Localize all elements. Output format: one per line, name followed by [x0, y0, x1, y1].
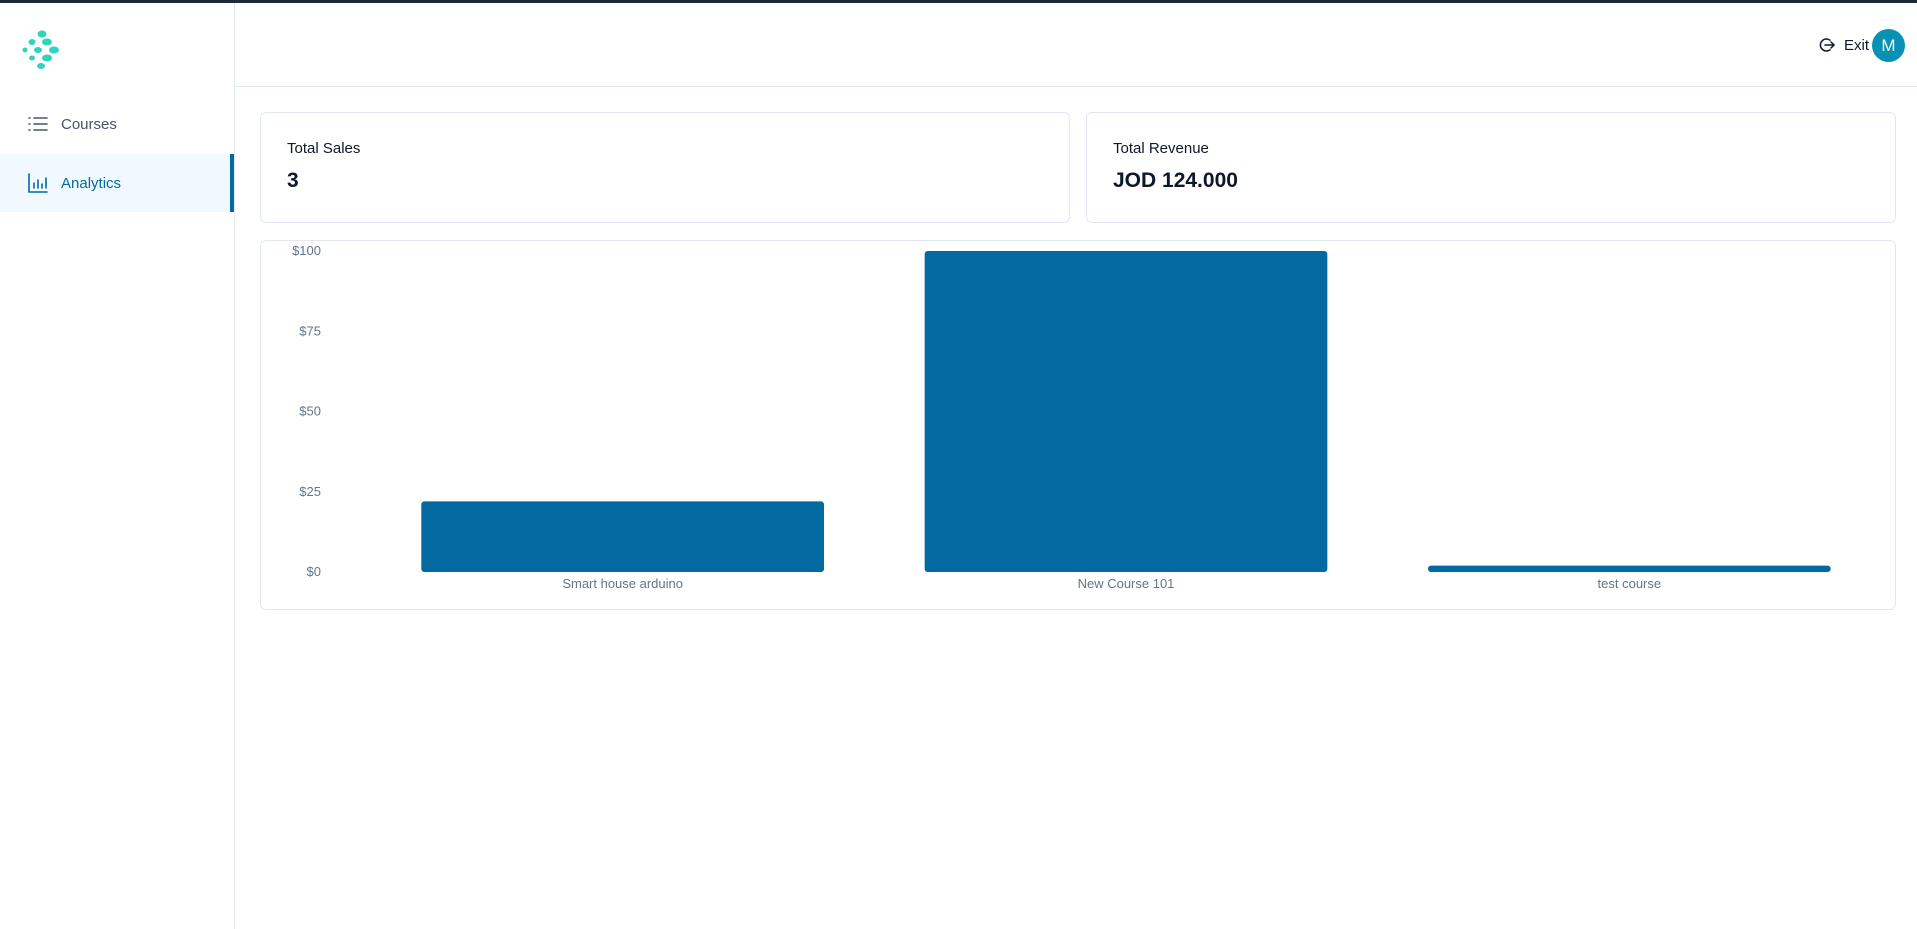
x-category-label: test course: [1598, 576, 1662, 591]
sidebar-item-courses[interactable]: Courses: [0, 95, 234, 153]
total-revenue-label: Total Revenue: [1113, 140, 1209, 157]
y-tick-label: $25: [299, 484, 321, 499]
revenue-bar-chart: $0 $25 $50 $75 $100 Smart house arduino New Co…: [260, 240, 1896, 610]
x-category-label: Smart house arduino: [562, 576, 683, 591]
y-tick-label: $75: [299, 323, 321, 338]
total-sales-value: 3: [287, 169, 299, 192]
sidebar-item-analytics[interactable]: Analytics: [0, 154, 234, 212]
total-sales-card: Total Sales 3: [260, 112, 1070, 223]
chart-bar[interactable]: [924, 251, 1328, 572]
y-tick-label: $0: [307, 564, 321, 579]
logout-icon: [1818, 36, 1836, 54]
top-header: Exit M: [235, 3, 1917, 87]
chart-bar[interactable]: [1428, 565, 1831, 572]
avatar[interactable]: M: [1872, 29, 1905, 62]
sidebar: Courses Analytics: [0, 3, 235, 929]
y-tick-label: $50: [299, 404, 321, 419]
total-revenue-card: Total Revenue JOD 124.000: [1086, 112, 1896, 223]
chart-bar[interactable]: [421, 501, 824, 572]
dots-logo-icon[interactable]: [22, 27, 70, 71]
top-border: [0, 0, 1917, 3]
sidebar-item-label: Analytics: [61, 174, 122, 192]
y-tick-label: $100: [292, 243, 321, 258]
exit-label: Exit: [1843, 36, 1869, 54]
list-icon: [27, 113, 49, 135]
sidebar-item-label: Courses: [61, 115, 117, 133]
x-category-label: New Course 101: [1078, 576, 1175, 591]
exit-button[interactable]: Exit: [1818, 33, 1869, 57]
total-revenue-value: JOD 124.000: [1113, 169, 1238, 192]
total-sales-label: Total Sales: [287, 140, 361, 157]
chart-svg: $0 $25 $50 $75 $100 Smart house arduino New Co…: [292, 243, 1831, 591]
bar-chart-icon: [27, 172, 49, 194]
